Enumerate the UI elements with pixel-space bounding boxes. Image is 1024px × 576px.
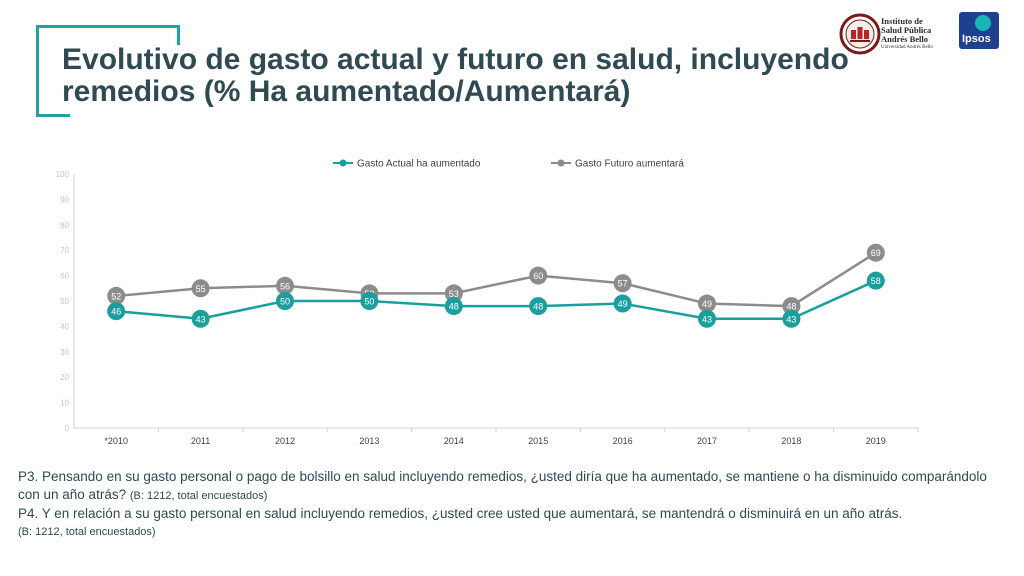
data-point — [698, 294, 716, 313]
x-tick-label: 2016 — [613, 436, 633, 446]
isp-logo-sub: Universidad Andrés Bello — [881, 45, 933, 50]
data-label: 49 — [702, 299, 712, 309]
isp-line-3: Andrés Bello — [881, 34, 928, 44]
note-p3-base: (B: 1212, total encuestados) — [129, 490, 268, 502]
data-label: 60 — [533, 271, 543, 281]
data-label: 46 — [111, 307, 121, 317]
x-tick-label: 2014 — [444, 436, 464, 446]
data-label: 43 — [786, 314, 796, 324]
data-label: 53 — [449, 289, 459, 299]
legend-marker — [557, 159, 565, 167]
title-frame-bottom — [36, 114, 70, 117]
data-point — [613, 294, 632, 313]
y-tick-label: 100 — [56, 170, 70, 179]
y-tick-label: 90 — [60, 195, 69, 204]
data-label: 50 — [364, 297, 374, 307]
data-label: 56 — [280, 281, 290, 291]
data-point — [782, 297, 801, 316]
data-label: 58 — [871, 276, 881, 286]
y-tick-label: 0 — [65, 424, 70, 433]
note-p3: P3. Pensando en su gasto personal o pago… — [18, 468, 1008, 505]
data-label: 48 — [786, 302, 796, 312]
legend-label: Gasto Actual ha aumentado — [357, 159, 481, 170]
series-line — [116, 279, 877, 321]
data-label: 50 — [280, 297, 290, 307]
page-title: Evolutivo de gasto actual y futuro en sa… — [62, 43, 849, 108]
legend-marker — [339, 159, 347, 167]
y-tick-label: 70 — [60, 246, 69, 255]
data-point — [529, 266, 548, 285]
data-label: 43 — [196, 314, 206, 324]
legend-label: Gasto Futuro aumentará — [575, 159, 684, 170]
ipsos-mark-icon — [975, 15, 991, 31]
x-tick-label: 2011 — [191, 436, 210, 446]
x-tick-label: 2015 — [528, 436, 548, 446]
data-label: 43 — [702, 314, 712, 324]
data-point — [782, 309, 801, 328]
data-point — [191, 309, 210, 328]
data-point — [360, 292, 379, 310]
y-tick-label: 80 — [60, 221, 69, 230]
x-tick-label: 2018 — [781, 436, 801, 446]
chart-svg: 0 10 20 30 40 50 60 70 80 90 100 *2010 2011 2012 2013 2… — [56, 159, 919, 446]
data-label: 55 — [196, 284, 206, 294]
data-point — [276, 276, 294, 295]
x-tick-label: 2013 — [359, 436, 379, 446]
x-tick-label: 2017 — [697, 436, 717, 446]
y-tick-label: 50 — [60, 297, 69, 306]
y-tick-label: 20 — [60, 373, 69, 382]
title-frame-right — [177, 25, 180, 45]
note-p4: P4. Y en relación a su gasto personal en… — [18, 506, 903, 521]
data-point — [444, 284, 463, 303]
data-point — [529, 297, 548, 316]
isp-logo-text: Instituto de Salud Pública Andrés Bello — [881, 17, 943, 44]
data-label: 48 — [449, 302, 459, 312]
ipsos-logo-text: Ipsos — [962, 33, 991, 45]
data-point — [613, 274, 632, 293]
data-point — [866, 243, 885, 262]
data-point — [444, 297, 463, 316]
y-tick-label: 30 — [60, 348, 69, 357]
x-tick-label: 2019 — [866, 436, 886, 446]
data-point — [107, 302, 126, 321]
y-tick-label: 10 — [60, 399, 69, 408]
data-point — [698, 309, 716, 328]
isp-line-2: Salud Pública — [881, 25, 932, 35]
data-label: 69 — [871, 248, 881, 258]
data-point — [107, 286, 126, 305]
y-tick-label: 40 — [60, 322, 69, 331]
isp-line-1: Instituto de — [881, 16, 923, 26]
line-chart: 0 10 20 30 40 50 60 70 80 90 100 *2010 2011 2012 2013 2… — [30, 148, 970, 458]
data-label: 57 — [618, 279, 628, 289]
data-point — [866, 271, 885, 290]
x-tick-label: *2010 — [104, 436, 128, 446]
note-p4-base: (B: 1212, total encuestados) — [18, 526, 156, 538]
title-frame-top — [36, 25, 180, 28]
data-label: 48 — [533, 302, 543, 312]
isp-seal-icon — [839, 13, 881, 55]
data-point — [191, 279, 210, 298]
data-label: 49 — [618, 299, 628, 309]
y-tick-label: 60 — [60, 272, 69, 281]
x-tick-label: 2012 — [275, 436, 295, 446]
data-label: 52 — [111, 291, 121, 301]
title-frame-left — [36, 25, 39, 117]
data-point — [276, 292, 294, 310]
question-notes: P3. Pensando en su gasto personal o pago… — [18, 468, 1008, 541]
series-line — [116, 251, 877, 308]
note-p3-text: P3. Pensando en su gasto personal o pago… — [18, 469, 987, 502]
